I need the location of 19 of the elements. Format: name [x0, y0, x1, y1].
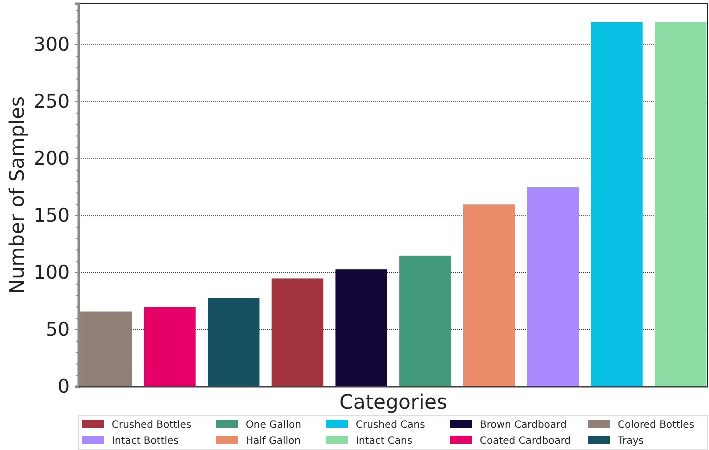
- y-tick-label: 50: [46, 319, 70, 342]
- y-tick-label: 0: [58, 376, 70, 398]
- legend-label: Crushed Cans: [356, 420, 426, 431]
- y-tick-label: 150: [34, 205, 70, 228]
- legend-label: Coated Cardboard: [480, 436, 572, 447]
- legend-label: Trays: [617, 436, 644, 447]
- y-tick-label: 300: [34, 34, 70, 56]
- y-axis-title: Number of Samples: [5, 96, 29, 294]
- y-tick-label: 100: [34, 262, 70, 284]
- legend-label: Intact Cans: [356, 436, 413, 447]
- legend-label: Colored Bottles: [618, 420, 695, 431]
- legend-label: One Gallon: [246, 420, 302, 431]
- legend-label: Half Gallon: [246, 436, 302, 447]
- legend-label: Crushed Bottles: [112, 420, 192, 431]
- x-axis-title: Categories: [340, 390, 448, 414]
- y-tick-label: 250: [34, 91, 70, 114]
- legend-label: Brown Cardboard: [480, 420, 567, 431]
- y-tick-label: 200: [34, 148, 70, 170]
- legend-label: Intact Bottles: [112, 436, 179, 447]
